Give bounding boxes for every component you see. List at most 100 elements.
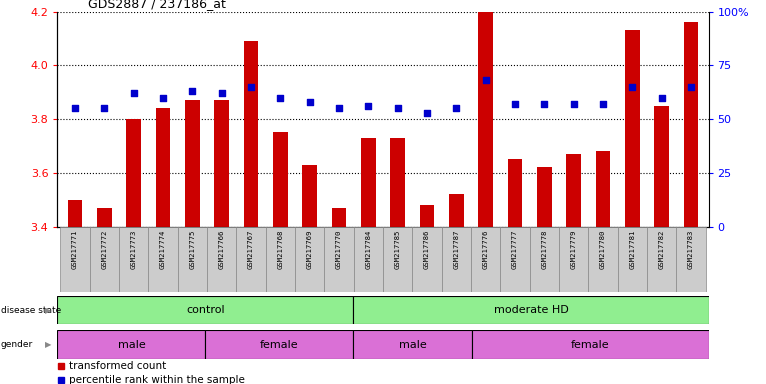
Bar — [57, 296, 353, 324]
Bar — [126, 119, 141, 227]
Text: ▶: ▶ — [45, 340, 51, 349]
Text: GSM217766: GSM217766 — [218, 230, 224, 269]
Text: GSM217786: GSM217786 — [424, 230, 430, 269]
Bar — [566, 154, 581, 227]
Bar — [361, 138, 375, 227]
Bar — [383, 227, 412, 292]
Point — [215, 90, 228, 96]
Bar — [237, 227, 266, 292]
Bar — [676, 227, 705, 292]
Text: GSM217773: GSM217773 — [131, 230, 136, 269]
Bar — [149, 227, 178, 292]
Text: GSM217772: GSM217772 — [101, 230, 107, 269]
Bar — [683, 22, 699, 227]
Point — [597, 101, 609, 107]
Text: percentile rank within the sample: percentile rank within the sample — [69, 374, 244, 384]
Point — [186, 88, 198, 94]
Point — [656, 94, 668, 101]
Text: male: male — [117, 339, 146, 350]
Bar — [391, 138, 405, 227]
Bar — [214, 100, 229, 227]
Text: GSM217779: GSM217779 — [571, 230, 577, 269]
Bar — [471, 227, 500, 292]
Bar — [472, 330, 709, 359]
Bar — [97, 208, 112, 227]
Bar — [332, 208, 346, 227]
Text: GSM217782: GSM217782 — [659, 230, 665, 269]
Text: female: female — [260, 339, 299, 350]
Bar — [273, 132, 288, 227]
Point — [480, 77, 492, 83]
Point — [538, 101, 551, 107]
Text: GSM217774: GSM217774 — [160, 230, 166, 269]
Bar — [442, 227, 471, 292]
Text: GDS2887 / 237186_at: GDS2887 / 237186_at — [88, 0, 226, 10]
Point — [626, 84, 638, 90]
Point — [98, 105, 110, 111]
Text: GSM217784: GSM217784 — [365, 230, 372, 269]
Bar — [647, 227, 676, 292]
Point — [685, 84, 697, 90]
Text: GSM217775: GSM217775 — [189, 230, 195, 269]
Text: transformed count: transformed count — [69, 361, 166, 371]
Text: GSM217780: GSM217780 — [600, 230, 606, 269]
Bar — [266, 227, 295, 292]
Text: gender: gender — [1, 340, 33, 349]
Text: GSM217781: GSM217781 — [630, 230, 635, 269]
Text: GSM217768: GSM217768 — [277, 230, 283, 269]
Bar — [295, 227, 324, 292]
Bar — [244, 41, 258, 227]
Bar — [354, 227, 383, 292]
Text: moderate HD: moderate HD — [493, 305, 568, 315]
Bar — [353, 296, 709, 324]
Point — [421, 109, 433, 116]
Text: GSM217770: GSM217770 — [336, 230, 342, 269]
Bar — [625, 30, 640, 227]
Bar — [508, 159, 522, 227]
Point — [450, 105, 463, 111]
Bar — [324, 227, 354, 292]
Text: male: male — [399, 339, 427, 350]
Text: GSM217787: GSM217787 — [453, 230, 460, 269]
Text: ▶: ▶ — [45, 306, 51, 314]
Point — [568, 101, 580, 107]
Bar — [303, 165, 317, 227]
Bar — [412, 227, 442, 292]
Point — [157, 94, 169, 101]
Bar — [588, 227, 617, 292]
Bar — [478, 12, 493, 227]
Point — [245, 84, 257, 90]
Text: GSM217776: GSM217776 — [483, 230, 489, 269]
Bar — [617, 227, 647, 292]
Text: GSM217777: GSM217777 — [512, 230, 518, 269]
Point — [391, 105, 404, 111]
Point — [362, 103, 375, 109]
Bar — [57, 330, 205, 359]
Bar — [353, 330, 472, 359]
Point — [274, 94, 286, 101]
Text: GSM217767: GSM217767 — [248, 230, 254, 269]
Bar — [155, 108, 170, 227]
Text: GSM217778: GSM217778 — [542, 230, 548, 269]
Text: control: control — [186, 305, 224, 315]
Bar — [449, 194, 463, 227]
Bar — [420, 205, 434, 227]
Bar — [537, 167, 552, 227]
Bar — [500, 227, 529, 292]
Text: female: female — [571, 339, 610, 350]
Bar — [529, 227, 559, 292]
Text: GSM217769: GSM217769 — [306, 230, 313, 269]
Bar — [207, 227, 237, 292]
Point — [69, 105, 81, 111]
Bar — [559, 227, 588, 292]
Point — [509, 101, 521, 107]
Point — [333, 105, 345, 111]
Point — [303, 99, 316, 105]
Text: GSM217783: GSM217783 — [688, 230, 694, 269]
Bar — [67, 200, 83, 227]
Bar — [596, 151, 611, 227]
Bar — [119, 227, 149, 292]
Bar — [61, 227, 90, 292]
Text: GSM217771: GSM217771 — [72, 230, 78, 269]
Text: GSM217785: GSM217785 — [394, 230, 401, 269]
